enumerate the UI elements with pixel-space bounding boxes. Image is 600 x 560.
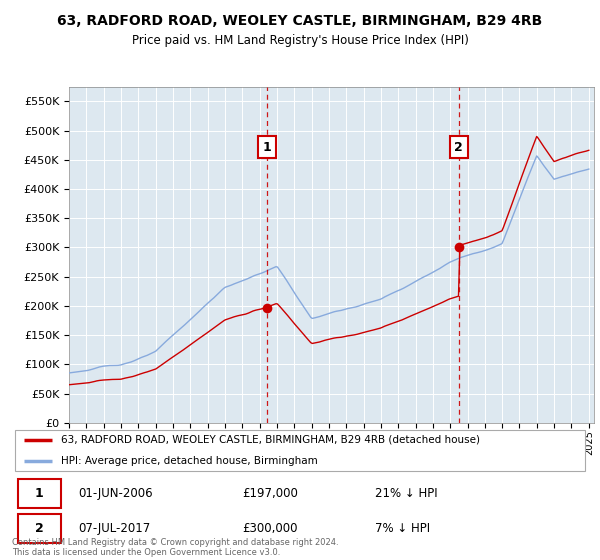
Text: 7% ↓ HPI: 7% ↓ HPI	[375, 522, 430, 535]
Text: 21% ↓ HPI: 21% ↓ HPI	[375, 487, 437, 500]
Text: Price paid vs. HM Land Registry's House Price Index (HPI): Price paid vs. HM Land Registry's House …	[131, 34, 469, 46]
Text: 1: 1	[262, 141, 271, 154]
Text: 07-JUL-2017: 07-JUL-2017	[78, 522, 151, 535]
FancyBboxPatch shape	[18, 479, 61, 508]
FancyBboxPatch shape	[15, 430, 585, 471]
Text: 1: 1	[35, 487, 44, 500]
FancyBboxPatch shape	[18, 514, 61, 543]
Text: £197,000: £197,000	[242, 487, 298, 500]
Text: 2: 2	[35, 522, 44, 535]
Text: Contains HM Land Registry data © Crown copyright and database right 2024.
This d: Contains HM Land Registry data © Crown c…	[12, 538, 338, 557]
Text: 01-JUN-2006: 01-JUN-2006	[78, 487, 153, 500]
Text: HPI: Average price, detached house, Birmingham: HPI: Average price, detached house, Birm…	[61, 456, 318, 466]
Text: 63, RADFORD ROAD, WEOLEY CASTLE, BIRMINGHAM, B29 4RB (detached house): 63, RADFORD ROAD, WEOLEY CASTLE, BIRMING…	[61, 435, 480, 445]
Text: £300,000: £300,000	[242, 522, 298, 535]
Text: 63, RADFORD ROAD, WEOLEY CASTLE, BIRMINGHAM, B29 4RB: 63, RADFORD ROAD, WEOLEY CASTLE, BIRMING…	[58, 14, 542, 28]
Text: 2: 2	[454, 141, 463, 154]
